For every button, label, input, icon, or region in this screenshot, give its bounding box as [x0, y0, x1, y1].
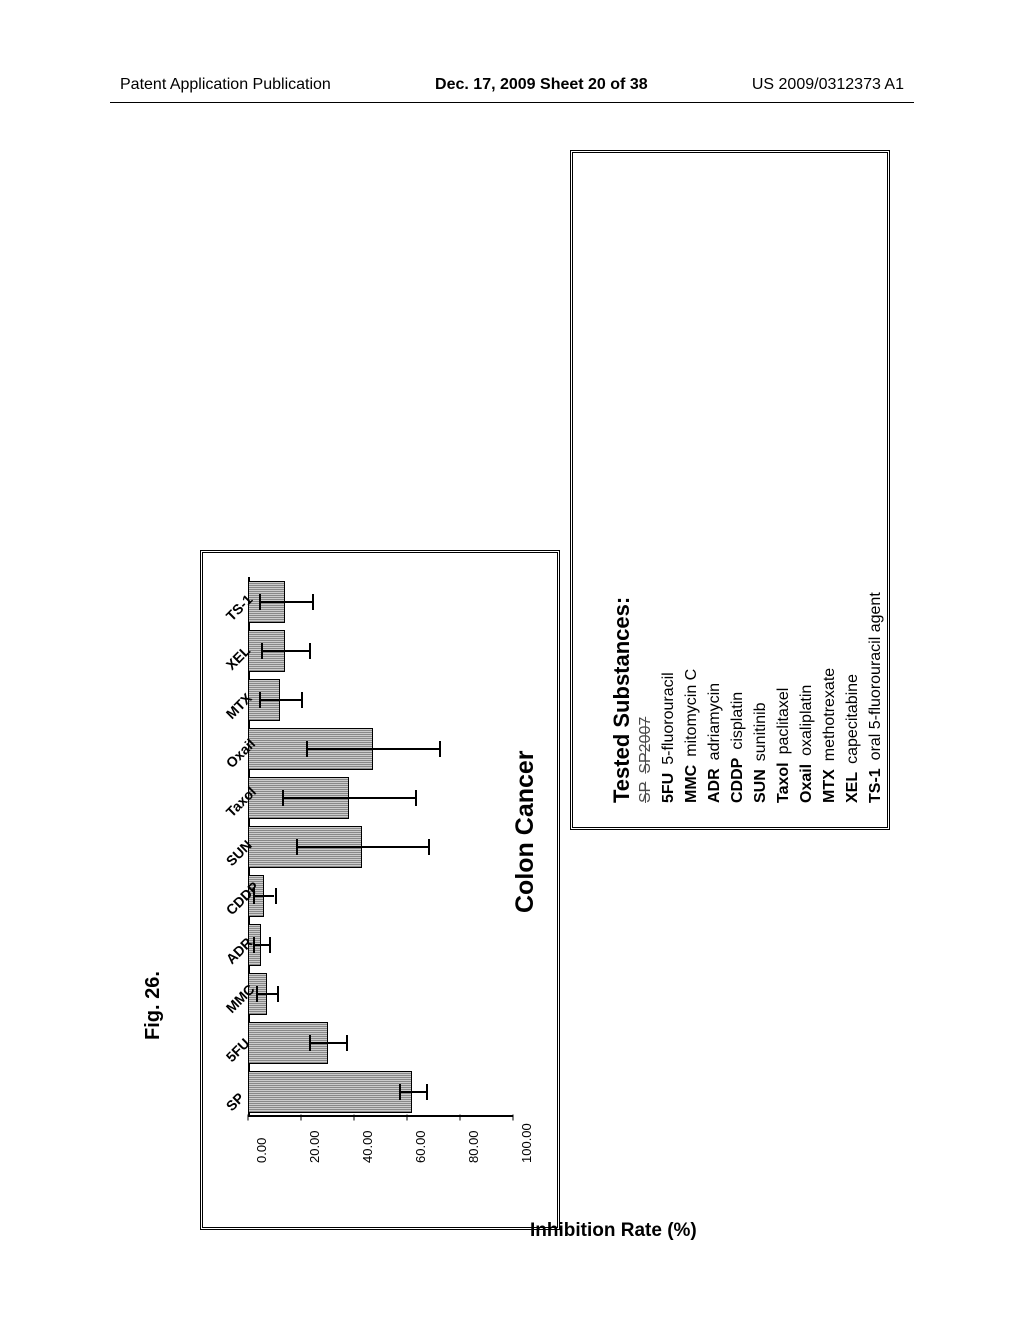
errcap [306, 741, 308, 757]
legend-abbr: MTX [821, 769, 838, 803]
errcap [275, 888, 277, 904]
legend-panel: Tested Substances: SP SP2007 5FU 5-fluorour… [570, 150, 890, 830]
errcap [256, 986, 258, 1002]
legend-abbr: Taxol [775, 762, 792, 803]
ytick-label: 80.00 [466, 1130, 481, 1163]
chart-panel: Colon Cancer SP5FUMMCADRCDDPSUNTaxolOxai… [200, 550, 560, 1230]
figure-label: Fig. 26. [142, 971, 165, 1040]
legend-name: oxaliplatin [798, 685, 815, 756]
legend-item-5fu: 5FU 5-fluorouracil [660, 672, 678, 803]
legend-item-xel: XEL capecitabine [844, 674, 862, 803]
legend-item-mmc: MMC mitomycin C [683, 669, 701, 803]
errcap [301, 692, 303, 708]
ytick-label: 20.00 [307, 1130, 322, 1163]
legend-name: oral 5-fluorouracil agent [867, 592, 884, 760]
errcap [269, 937, 271, 953]
xtick-sp: SP [223, 1090, 248, 1115]
legend-abbr: 5FU [660, 773, 677, 803]
errbar-sp [399, 1091, 426, 1093]
legend-abbr: SP [637, 782, 654, 803]
legend-item-ts-1: TS-1 oral 5-fluorouracil agent [867, 592, 885, 803]
legend-name: paclitaxel [775, 688, 792, 755]
legend-title: Tested Substances: [609, 597, 635, 803]
ytick-label: 60.00 [413, 1130, 428, 1163]
legend-abbr: CDDP [729, 758, 746, 803]
ytick [513, 1115, 514, 1121]
errbar-oxail [306, 748, 439, 750]
legend-name: adriamycin [706, 683, 723, 760]
page-header: Patent Application Publication Dec. 17, … [0, 76, 1024, 94]
legend-item-sp: SP SP2007 [637, 717, 655, 803]
errcap [261, 643, 263, 659]
legend-item-cddp: CDDP cisplatin [729, 692, 747, 803]
errcap [399, 1084, 401, 1100]
header-center: Dec. 17, 2009 Sheet 20 of 38 [435, 76, 648, 94]
legend-abbr: Oxail [798, 764, 815, 803]
y-axis-label: Inhibition Rate (%) [530, 1220, 697, 1242]
legend-name: capecitabine [844, 674, 861, 764]
legend-abbr: ADR [706, 768, 723, 803]
legend-item-mtx: MTX methotrexate [821, 668, 839, 803]
legend-abbr: XEL [844, 772, 861, 803]
ytick-label: 100.00 [519, 1123, 534, 1163]
legend-name: cisplatin [729, 692, 746, 750]
legend-item-taxol: Taxol paclitaxel [775, 688, 793, 803]
errbar-mmc [256, 993, 277, 995]
errbar-sun [296, 846, 429, 848]
legend-abbr: MMC [683, 765, 700, 803]
header-left: Patent Application Publication [120, 76, 331, 94]
errbar-taxol [282, 797, 415, 799]
errbar-ts-1 [259, 601, 312, 603]
legend-name: 5-fluorouracil [660, 672, 677, 764]
errcap [439, 741, 441, 757]
legend-abbr: SUN [752, 769, 769, 803]
ytick-label: 0.00 [254, 1138, 269, 1163]
legend-item-sun: SUN sunitinib [752, 703, 770, 803]
ytick [354, 1115, 355, 1121]
ytick [407, 1115, 408, 1121]
ytick-label: 40.00 [360, 1130, 375, 1163]
figure-area: Colon Cancer SP5FUMMCADRCDDPSUNTaxolOxai… [200, 150, 900, 1230]
legend-name: methotrexate [821, 668, 838, 761]
errcap [428, 839, 430, 855]
legend-item-oxail: Oxail oxaliplatin [798, 685, 816, 803]
errcap [309, 643, 311, 659]
bar-sp [248, 1071, 412, 1113]
ytick [248, 1115, 249, 1121]
errcap [259, 692, 261, 708]
legend-abbr: TS-1 [867, 768, 884, 803]
legend-name: mitomycin C [683, 669, 700, 757]
errcap [282, 790, 284, 806]
errbar-5fu [309, 1042, 346, 1044]
legend-name: sunitinib [752, 703, 769, 762]
legend-name: SP2007 [637, 717, 654, 774]
errcap [296, 839, 298, 855]
legend-item-adr: ADR adriamycin [706, 683, 724, 803]
errcap [312, 594, 314, 610]
errcap [426, 1084, 428, 1100]
ytick [301, 1115, 302, 1121]
header-right: US 2009/0312373 A1 [752, 76, 904, 94]
errbar-mtx [259, 699, 301, 701]
errcap [346, 1035, 348, 1051]
errbar-xel [261, 650, 309, 652]
plot-area: SP5FUMMCADRCDDPSUNTaxolOxailMTXXELTS-10.… [248, 577, 513, 1117]
errcap [415, 790, 417, 806]
errcap [309, 1035, 311, 1051]
errcap [277, 986, 279, 1002]
chart-title: Colon Cancer [511, 750, 540, 913]
ytick [460, 1115, 461, 1121]
header-rule [110, 102, 914, 103]
errcap [259, 594, 261, 610]
